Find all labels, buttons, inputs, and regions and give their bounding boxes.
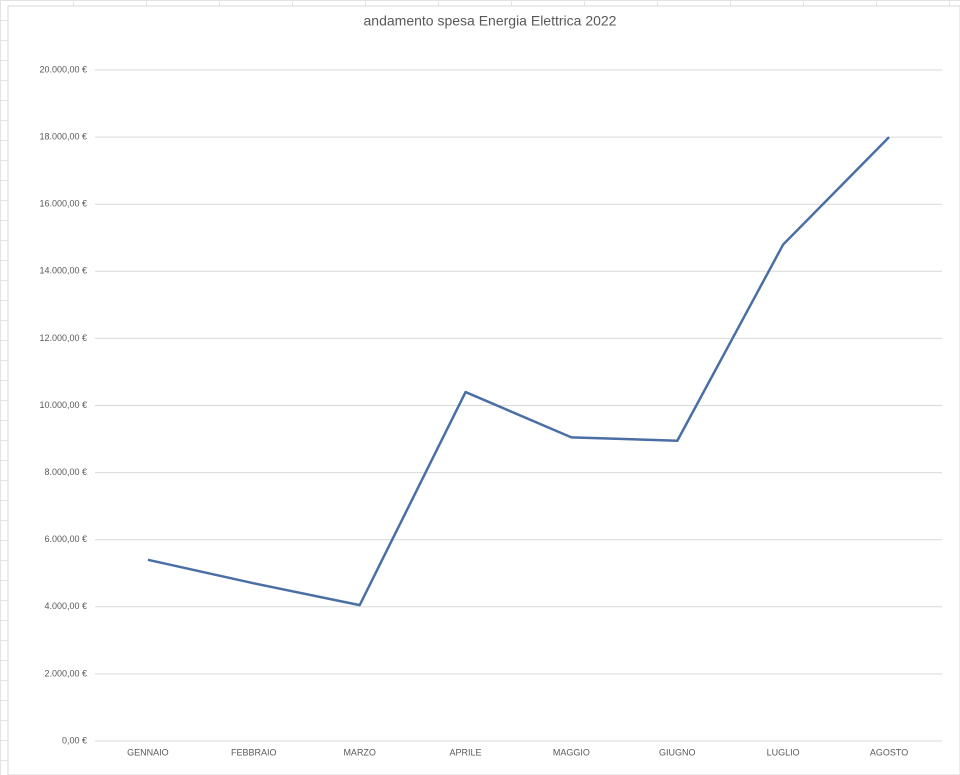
y-tick-label: 0,00 €	[62, 735, 87, 745]
x-tick-label: APRILE	[450, 747, 482, 757]
chart-title: andamento spesa Energia Elettrica 2022	[364, 13, 617, 29]
y-tick-label: 6.000,00 €	[44, 534, 87, 544]
x-tick-label: AGOSTO	[870, 747, 908, 757]
y-tick-label: 4.000,00 €	[44, 601, 87, 611]
data-line	[147, 136, 890, 607]
y-tick-label: 8.000,00 €	[44, 467, 87, 477]
x-tick-label: MARZO	[343, 747, 376, 757]
y-tick-label: 10.000,00 €	[39, 400, 87, 410]
x-tick-label: MAGGIO	[553, 747, 590, 757]
y-tick-label: 2.000,00 €	[44, 668, 87, 678]
y-tick-label: 18.000,00 €	[39, 131, 87, 141]
y-tick-label: 14.000,00 €	[39, 266, 87, 276]
chart-area	[7, 5, 960, 775]
x-tick-label: FEBBRAIO	[231, 747, 277, 757]
x-tick-label: GENNAIO	[127, 747, 169, 757]
x-tick-label: GIUGNO	[659, 747, 696, 757]
y-tick-label: 20.000,00 €	[39, 64, 87, 74]
y-tick-label: 16.000,00 €	[39, 199, 87, 209]
x-tick-label: LUGLIO	[767, 747, 800, 757]
y-tick-label: 12.000,00 €	[39, 333, 87, 343]
